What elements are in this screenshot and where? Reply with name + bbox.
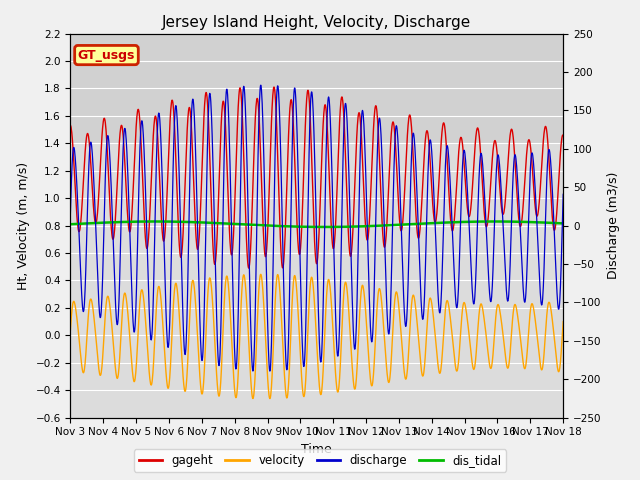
- Bar: [70, 34, 563, 144]
- X-axis label: Time: Time: [301, 443, 332, 456]
- Text: GT_usgs: GT_usgs: [78, 48, 135, 61]
- Title: Jersey Island Height, Velocity, Discharge: Jersey Island Height, Velocity, Discharg…: [162, 15, 472, 30]
- Legend: gageht, velocity, discharge, dis_tidal: gageht, velocity, discharge, dis_tidal: [134, 449, 506, 472]
- Y-axis label: Discharge (m3/s): Discharge (m3/s): [607, 172, 620, 279]
- Y-axis label: Ht, Velocity (m, m/s): Ht, Velocity (m, m/s): [17, 162, 30, 289]
